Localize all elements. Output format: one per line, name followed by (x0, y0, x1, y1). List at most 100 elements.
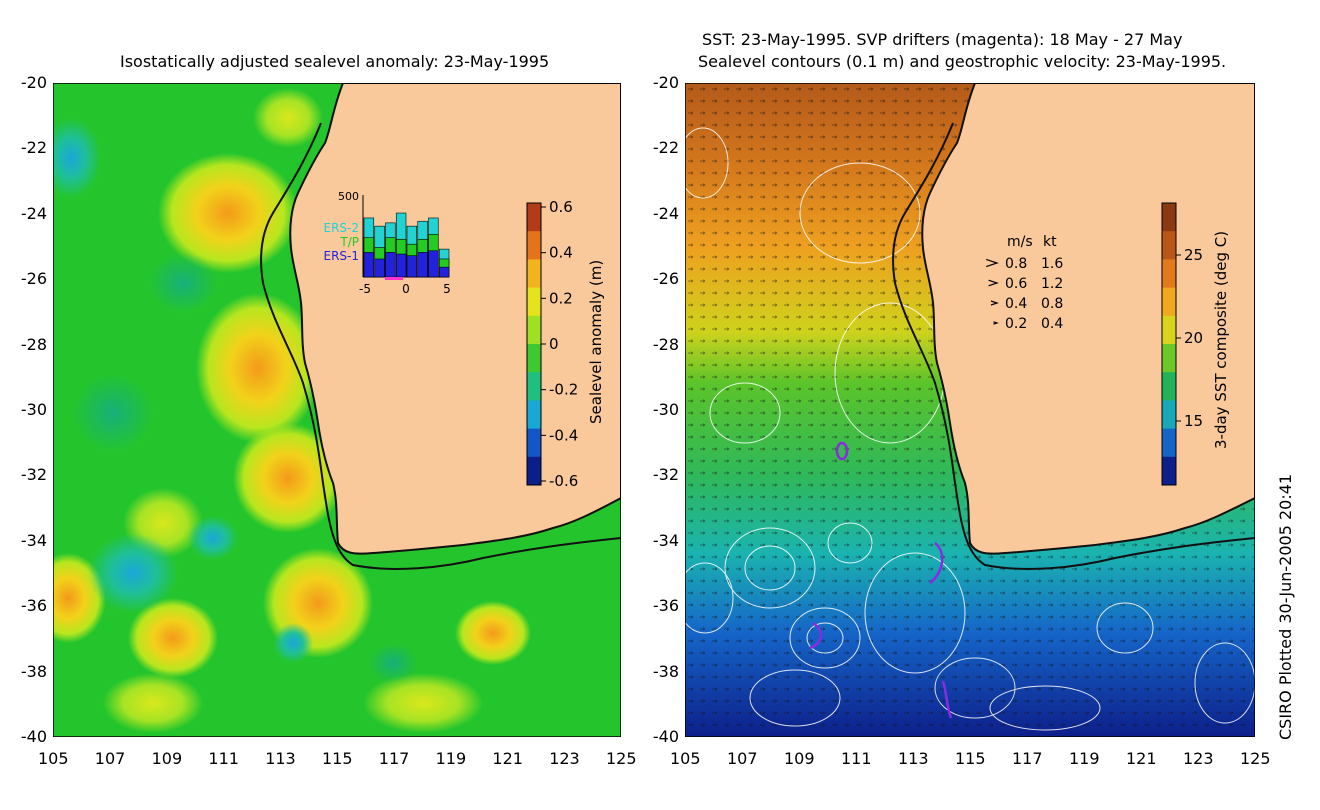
lat-tick-label: -32 (20, 465, 47, 485)
velocity-legend-kt: 1.6 (1041, 256, 1063, 272)
lat-tick-label: -22 (20, 138, 47, 158)
colorbar-tick-label: 0.2 (549, 289, 573, 307)
lon-tick-label: 107 (94, 749, 126, 768)
lon-tick-label: 105 (670, 749, 701, 768)
velocity-legend-ms: 0.4 (1005, 296, 1027, 312)
colorbar-tick-label: 15 (1184, 412, 1203, 430)
velocity-legend-header-kt: kt (1043, 234, 1057, 250)
lat-tick-label: -20 (652, 73, 679, 92)
inset-x-tick-label: -5 (359, 282, 371, 296)
shelf-contour (892, 122, 1255, 570)
lon-tick-label: 119 (1069, 749, 1100, 768)
anomaly-high (233, 423, 343, 533)
velocity-legend-header-ms: m/s (1007, 234, 1033, 250)
lat-tick-label: -20 (20, 73, 47, 92)
colorbar-tick-label: -0.2 (549, 381, 578, 399)
sst-colorbar: 25 20 15 3-day SST composite (deg C) (1161, 202, 1230, 486)
inset-legend-entry: T/P (339, 235, 359, 249)
plot-credit: CSIRO Plotted 30-Jun-2005 20:41 (1276, 473, 1295, 740)
inset-legend-entry: ERS-2 (323, 221, 359, 235)
velocity-legend-kt: 0.4 (1041, 316, 1063, 332)
lat-tick-label: -34 (652, 530, 679, 550)
anomaly-high (253, 88, 323, 148)
lat-tick-label: -32 (652, 465, 679, 485)
sealevel-contours (685, 127, 1255, 731)
colorbar-tick-label: 0 (549, 335, 559, 353)
lat-tick-label: -36 (652, 596, 679, 616)
sst-map: m/s kt 0.8 1.6 0.6 1.2 0.4 0.8 0.2 0.4 25 20 15 3-da… (685, 83, 1255, 737)
inset-ymax-label: 500 (338, 190, 359, 203)
anomaly-low (53, 118, 101, 198)
anomaly-low (73, 373, 153, 453)
lon-tick-label: 125 (606, 749, 637, 768)
lat-tick-label: -34 (20, 530, 47, 550)
lat-tick-label: -28 (20, 334, 47, 354)
lat-tick-label: -30 (20, 400, 47, 419)
inset-legend-entry: ERS-1 (323, 249, 359, 263)
sealevel-colorbar: 0.6 0.4 0.2 0 -0.2 -0.4 -0.6 Sealevel anomaly (… (526, 198, 605, 490)
lat-tick-label: -22 (652, 138, 679, 158)
lat-tick-label: -24 (20, 203, 47, 223)
lat-tick-label: -38 (652, 661, 679, 681)
lon-tick-label: 109 (151, 749, 183, 768)
lat-tick-label: -30 (652, 400, 679, 419)
lon-tick-label: 107 (727, 749, 758, 768)
lon-tick-label: 117 (1012, 749, 1043, 768)
anomaly-low (368, 643, 418, 683)
colorbar-tick-label: 25 (1184, 246, 1203, 264)
lon-tick-label: 105 (38, 749, 69, 768)
anomaly-low (148, 253, 218, 313)
lat-tick-label: -40 (652, 727, 679, 746)
colorbar-tick-label: 0.4 (549, 244, 573, 262)
velocity-legend-ms: 0.6 (1005, 276, 1027, 292)
colorbar-label: 3-day SST composite (deg C) (1212, 231, 1230, 449)
inset-x-tick-label: 5 (443, 282, 451, 296)
lon-tick-label: 117 (378, 749, 410, 768)
anomaly-low (273, 623, 313, 663)
anomaly-high (363, 673, 483, 733)
lon-tick-label: 113 (265, 749, 296, 768)
lat-tick-label: -40 (20, 727, 47, 746)
lat-tick-label: -26 (652, 269, 679, 289)
lat-tick-label: -24 (652, 203, 679, 223)
right-panel-title-line2: Sealevel contours (0.1 m) and geostrophi… (698, 52, 1227, 71)
colorbar-label: Sealevel anomaly (m) (587, 260, 605, 424)
svp-drifter-tracks (809, 441, 953, 719)
anomaly-high (128, 598, 218, 678)
lon-tick-label: 115 (955, 749, 986, 768)
lon-tick-label: 123 (549, 749, 580, 768)
right-panel-title-line1: SST: 23-May-1995. SVP drifters (magenta)… (702, 30, 1183, 49)
lon-tick-label: 119 (435, 749, 467, 768)
lat-tick-label: -26 (20, 269, 47, 289)
lon-tick-label: 121 (492, 749, 523, 768)
anomaly-high (196, 293, 320, 443)
lon-tick-label: 115 (322, 749, 353, 768)
inset-x-tick-label: 0 (402, 282, 410, 296)
velocity-legend-ms: 0.8 (1005, 256, 1027, 272)
colorbar-tick-label: -0.4 (549, 426, 578, 444)
lon-tick-label: 111 (208, 749, 239, 768)
velocity-legend: m/s kt 0.8 1.6 0.6 1.2 0.4 0.8 0.2 0.4 (965, 228, 1075, 338)
anomaly-high (103, 673, 203, 733)
lon-tick-label: 123 (1183, 749, 1214, 768)
anomaly-low (88, 533, 178, 613)
velocity-legend-kt: 1.2 (1041, 276, 1063, 292)
velocity-legend-kt: 0.8 (1041, 296, 1063, 312)
anomaly-low (188, 516, 238, 560)
left-panel-title: Isostatically adjusted sealevel anomaly:… (120, 52, 550, 71)
lon-tick-label: 109 (784, 749, 815, 768)
shelf-contour (260, 122, 621, 570)
lat-tick-label: -38 (20, 661, 47, 681)
anomaly-high (455, 601, 531, 665)
lon-tick-label: 113 (898, 749, 929, 768)
velocity-legend-ms: 0.2 (1005, 316, 1027, 332)
lon-tick-label: 111 (841, 749, 872, 768)
lon-tick-label: 121 (1126, 749, 1157, 768)
lat-tick-label: -28 (652, 334, 679, 354)
lon-tick-label: 125 (1240, 749, 1271, 768)
colorbar-tick-label: -0.6 (549, 472, 578, 490)
lat-tick-label: -36 (20, 596, 47, 616)
colorbar-tick-label: 0.6 (549, 198, 573, 216)
